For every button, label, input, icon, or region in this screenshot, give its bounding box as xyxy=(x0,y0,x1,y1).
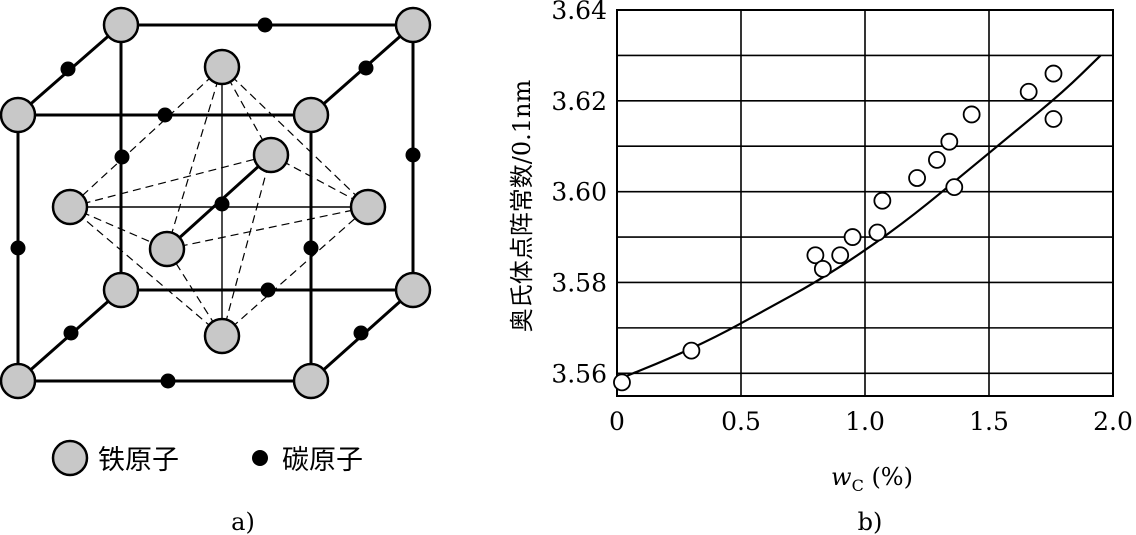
panel-b-label: b) xyxy=(858,508,883,535)
iron-atom xyxy=(0,96,37,134)
x-tick-labels: 0 0.5 1.0 1.5 2.0 xyxy=(609,407,1133,436)
data-point xyxy=(843,228,862,246)
carbon-atom xyxy=(63,325,79,341)
carbon-atom xyxy=(260,282,276,298)
fit-curve-layer xyxy=(621,54,1102,379)
panel-a-label: a) xyxy=(231,508,255,535)
data-point xyxy=(868,223,887,242)
carbon-atom xyxy=(358,60,374,76)
data-point xyxy=(806,246,825,265)
y-tick-label: 3.56 xyxy=(551,359,607,388)
carbon-atom xyxy=(214,196,230,212)
x-tick-label: 0 xyxy=(609,407,625,436)
iron-atom xyxy=(252,136,290,174)
iron-atom xyxy=(0,362,37,400)
y-axis-label: 奥氏体点阵常数/0.1nm xyxy=(508,80,536,333)
data-point xyxy=(908,169,926,187)
iron-atom xyxy=(51,188,89,226)
x-axis-label: wC (%) xyxy=(831,463,913,495)
chart-grid xyxy=(616,9,1114,397)
legend-iron-label: 铁原子 xyxy=(98,445,179,476)
carbon-atoms xyxy=(10,17,421,389)
y-tick-label: 3.58 xyxy=(551,268,607,297)
data-point xyxy=(813,259,832,278)
y-tick-label: 3.64 xyxy=(551,0,607,25)
x-tick-label: 1.5 xyxy=(969,407,1009,436)
iron-atoms xyxy=(0,6,432,400)
data-point xyxy=(1044,110,1063,128)
lattice-diagram xyxy=(0,6,432,400)
data-point xyxy=(940,132,959,151)
iron-atom xyxy=(203,317,241,355)
lattice-constant-chart: 3.56 3.58 3.60 3.62 3.64 0 0.5 1.0 1.5 2.0 wC (%… xyxy=(508,0,1133,495)
iron-atom xyxy=(292,96,330,134)
data-point xyxy=(1044,64,1063,83)
carbon-atom xyxy=(303,240,319,256)
y-tick-labels: 3.56 3.58 3.60 3.62 3.64 xyxy=(551,0,607,388)
data-point xyxy=(945,178,964,197)
data-point xyxy=(831,246,850,265)
data-point xyxy=(962,105,981,124)
iron-atom xyxy=(394,6,432,44)
x-tick-label: 0.5 xyxy=(721,407,761,436)
data-point xyxy=(928,150,946,169)
data-points xyxy=(613,64,1063,392)
data-point xyxy=(873,191,892,210)
x-tick-label: 1.0 xyxy=(845,407,885,436)
iron-atom xyxy=(394,271,432,309)
legend-iron-swatch xyxy=(51,439,89,477)
data-point xyxy=(682,341,701,360)
carbon-atom xyxy=(405,147,421,163)
y-tick-label: 3.60 xyxy=(551,178,607,207)
legend-carbon-label: 碳原子 xyxy=(282,445,363,476)
carbon-atom xyxy=(160,373,176,389)
lattice-legend: 铁原子 碳原子 xyxy=(51,439,363,477)
carbon-atom xyxy=(257,17,273,33)
iron-atom xyxy=(203,48,241,86)
carbon-atom xyxy=(10,240,26,256)
data-point xyxy=(1019,82,1038,101)
carbon-atom xyxy=(60,61,76,77)
fit-curve xyxy=(621,54,1102,379)
y-tick-label: 3.62 xyxy=(551,87,607,116)
iron-atom xyxy=(148,230,186,268)
carbon-atom xyxy=(353,325,369,341)
carbon-atom xyxy=(114,149,130,165)
x-tick-label: 2.0 xyxy=(1093,407,1133,436)
carbon-atom xyxy=(157,107,173,123)
data-point xyxy=(613,373,631,392)
legend-carbon-swatch xyxy=(252,450,268,466)
iron-atom xyxy=(292,362,330,400)
iron-atom xyxy=(349,188,387,226)
iron-atom xyxy=(102,271,140,309)
iron-atom xyxy=(102,6,140,44)
